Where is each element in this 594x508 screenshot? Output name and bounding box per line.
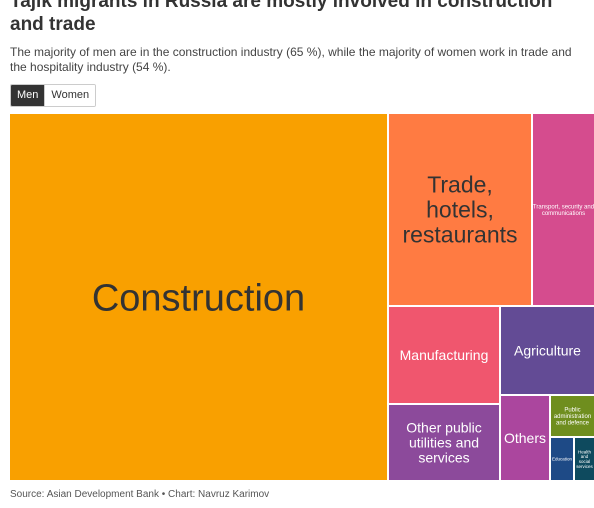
treemap-label-education: Education: [552, 457, 573, 462]
treemap-label-transport-security-and-communications: Transport, security and communications: [533, 204, 594, 216]
treemap-cell-agriculture[interactable]: [501, 307, 594, 394]
treemap-label-health-and-social-services: Health and social services: [576, 449, 593, 469]
treemap-chart: Construction Trade, hotels, restaurants Tran…: [10, 114, 594, 480]
treemap-cell-health-and-social-services[interactable]: [575, 438, 594, 480]
treemap-cell-others[interactable]: [501, 396, 549, 480]
gender-toggle: Men Women: [10, 84, 97, 107]
treemap-cell-other-public-utilities-and-services[interactable]: [389, 405, 499, 480]
treemap-cell-education[interactable]: [551, 438, 573, 480]
treemap-cell-transport-security-and-communications[interactable]: [533, 114, 594, 305]
treemap-label-construction: Construction: [92, 277, 305, 319]
treemap-label-public-administration-and-defence: Public administration and defence: [554, 408, 591, 427]
treemap-label-trade-hotels-restaurants: Trade, hotels, restaurants: [402, 172, 517, 248]
treemap-label-agriculture: Agriculture: [514, 342, 581, 358]
chart-subtitle: The majority of men are in the construct…: [10, 45, 572, 74]
source-note: Source: Asian Development Bank • Chart: …: [10, 489, 270, 500]
women-toggle-button[interactable]: Women: [44, 85, 96, 106]
treemap-cell-manufacturing[interactable]: [389, 307, 499, 403]
chart-title: Tajik migrants in Russia are mostly invo…: [10, 0, 553, 35]
men-toggle-button[interactable]: Men: [11, 85, 45, 106]
treemap-cell-trade-hotels-restaurants[interactable]: [389, 114, 531, 305]
treemap-cell-construction[interactable]: [10, 114, 387, 480]
treemap-label-other-public-utilities-and-services: Other public utilities and services: [406, 419, 481, 465]
treemap-label-manufacturing: Manufacturing: [400, 347, 489, 363]
treemap-label-others: Others: [504, 430, 546, 446]
treemap-cell-public-administration-and-defence[interactable]: [551, 396, 594, 436]
